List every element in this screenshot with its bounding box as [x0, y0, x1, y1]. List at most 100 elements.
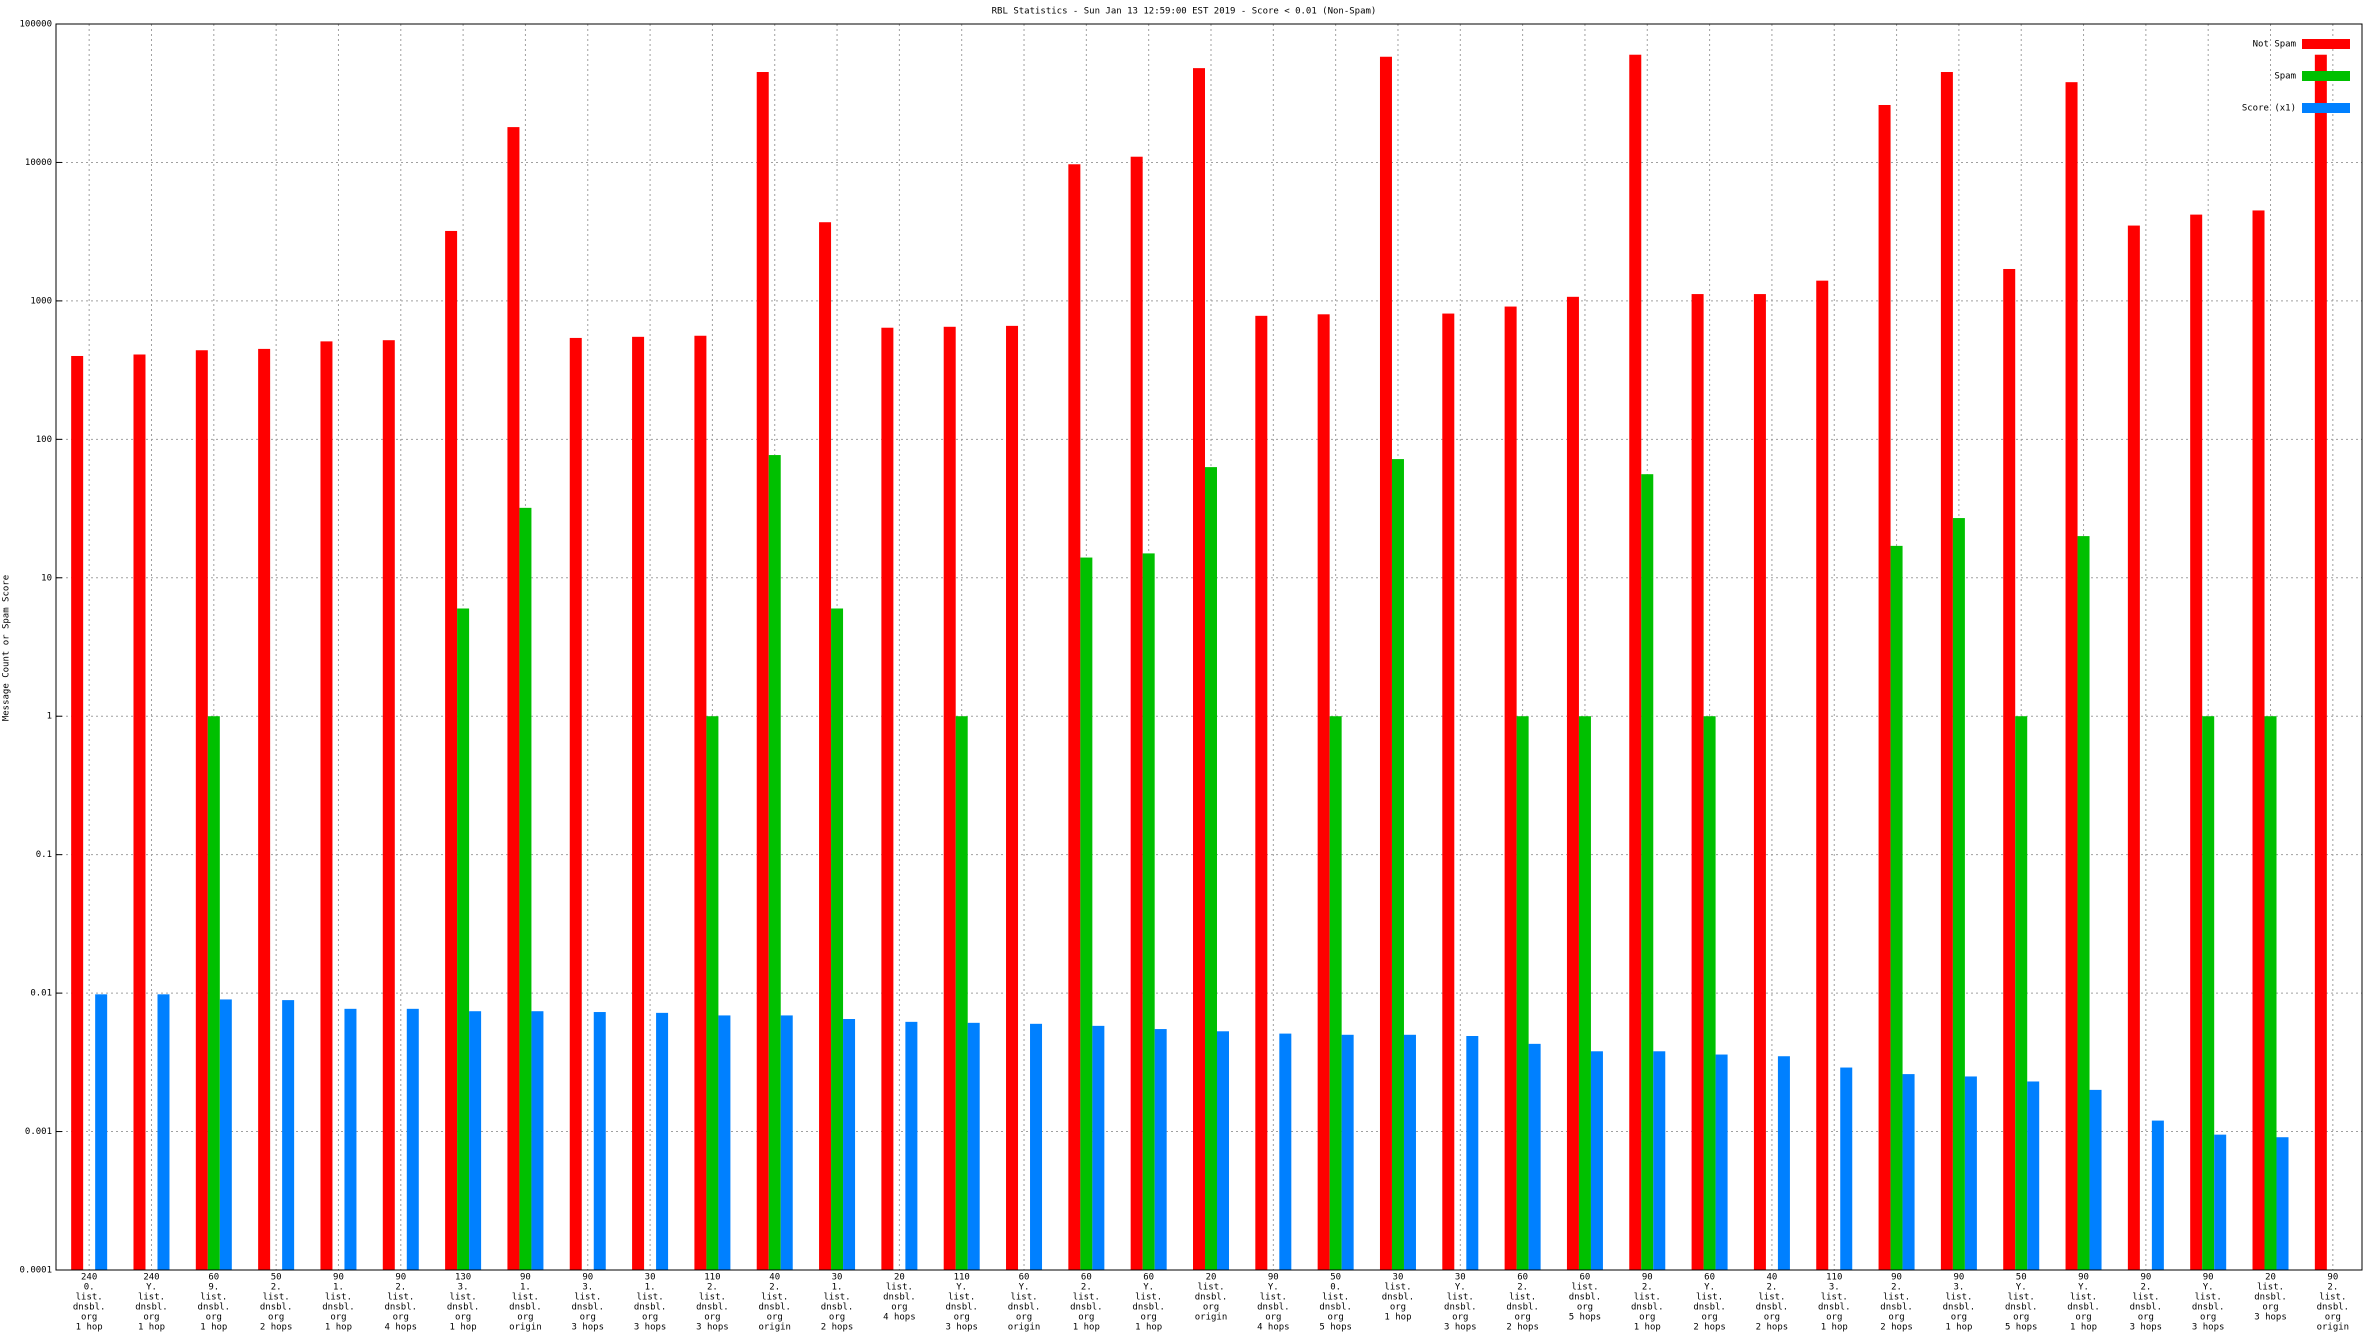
- x-tick-label: list.: [1197, 1283, 1224, 1293]
- x-tick-label: list.: [138, 1293, 165, 1303]
- x-tick-label: 9.: [208, 1283, 219, 1293]
- x-tick-label: 30: [1393, 1273, 1404, 1283]
- x-tick-label: Y.: [2203, 1283, 2214, 1293]
- x-tick-label: 50: [2016, 1273, 2027, 1283]
- x-tick-label: list.: [1883, 1293, 1910, 1303]
- bar: [1255, 315, 1268, 1271]
- bar: [2027, 1081, 2040, 1270]
- x-tick-label: 2 hops: [260, 1323, 293, 1332]
- x-tick-label: 240: [143, 1273, 159, 1283]
- x-tick-label: dnsbl.: [1195, 1293, 1228, 1303]
- x-tick-label: 1.: [832, 1283, 843, 1293]
- x-tick-label: list.: [387, 1293, 414, 1303]
- y-tick-label: 0.01: [30, 989, 52, 999]
- x-tick-label: 60: [1081, 1273, 1092, 1283]
- x-tick-label: origin: [1195, 1313, 1228, 1323]
- bar: [1391, 459, 1404, 1271]
- plot-frame: [55, 23, 2363, 1271]
- x-tick-label: list.: [1010, 1293, 1037, 1303]
- x-tick-label: Y.: [1268, 1283, 1279, 1293]
- x-tick-label: origin: [1008, 1323, 1041, 1332]
- x-tick-label: org: [2262, 1303, 2278, 1313]
- x-tick-label: Y.: [146, 1283, 157, 1293]
- x-tick-label: org: [580, 1313, 596, 1323]
- x-tick-label: 1 hop: [138, 1323, 165, 1332]
- bar: [382, 340, 395, 1270]
- x-tick-label: 2 hops: [1756, 1323, 1789, 1332]
- bar: [1890, 545, 1903, 1270]
- bar: [819, 222, 832, 1271]
- x-tick-label: list.: [512, 1293, 539, 1303]
- x-tick-label: 90: [1642, 1273, 1653, 1283]
- bar: [780, 1015, 793, 1270]
- bar: [2015, 716, 2028, 1270]
- x-tick-label: list.: [1571, 1283, 1598, 1293]
- x-tick-label: org: [517, 1313, 533, 1323]
- x-tick-label: dnsbl.: [2254, 1293, 2287, 1303]
- x-tick-label: list.: [886, 1283, 913, 1293]
- bar: [1142, 553, 1155, 1270]
- x-tick-label: org: [829, 1313, 845, 1323]
- x-tick-label: list.: [1447, 1293, 1474, 1303]
- y-tick-label: 100000: [19, 20, 52, 30]
- y-tick-label: 0.001: [25, 1127, 52, 1137]
- x-tick-label: dnsbl.: [821, 1303, 854, 1313]
- x-tick-label: 2 hops: [1693, 1323, 1726, 1332]
- x-tick-label: org: [1888, 1313, 1904, 1323]
- bar: [1528, 1043, 1541, 1270]
- x-tick-label: org: [891, 1303, 907, 1313]
- bar: [320, 341, 333, 1271]
- y-tick-label: 100: [36, 435, 52, 445]
- x-tick-label: Y.: [1143, 1283, 1154, 1293]
- x-tick-label: dnsbl.: [1569, 1293, 1602, 1303]
- x-tick-label: Y.: [956, 1283, 967, 1293]
- bar: [656, 1012, 669, 1270]
- x-tick-label: dnsbl.: [2130, 1303, 2163, 1313]
- x-tick-label: dnsbl.: [1257, 1303, 1290, 1313]
- bar: [258, 348, 271, 1271]
- x-tick-label: 2.: [1891, 1283, 1902, 1293]
- x-tick-label: list.: [1696, 1293, 1723, 1303]
- bar: [71, 355, 84, 1271]
- x-tick-label: dnsbl.: [1382, 1293, 1415, 1303]
- x-tick-label: origin: [758, 1323, 791, 1332]
- bar: [1516, 716, 1529, 1270]
- bar: [632, 336, 645, 1270]
- x-tick-label: 60: [1704, 1273, 1715, 1283]
- x-tick-label: 2.: [395, 1283, 406, 1293]
- x-tick-label: org: [143, 1313, 159, 1323]
- x-tick-label: 90: [1891, 1273, 1902, 1283]
- y-tick-label: 10000: [25, 158, 52, 168]
- x-tick-label: 1 hop: [1384, 1313, 1411, 1323]
- x-tick-label: 3.: [458, 1283, 469, 1293]
- y-tick-label: 10: [41, 573, 52, 583]
- x-tick-label: org: [393, 1313, 409, 1323]
- x-tick-label: dnsbl.: [135, 1303, 168, 1313]
- x-tick-label: 1.: [645, 1283, 656, 1293]
- x-tick-label: 3 hops: [1444, 1323, 1477, 1332]
- x-tick-label: 1 hop: [2070, 1323, 2097, 1332]
- x-tick-label: 1 hop: [450, 1323, 477, 1332]
- bar: [843, 1019, 856, 1270]
- x-tick-label: 2.: [1081, 1283, 1092, 1293]
- x-tick-label: org: [1141, 1313, 1157, 1323]
- bar: [2214, 1134, 2227, 1270]
- x-tick-label: dnsbl.: [1818, 1303, 1851, 1313]
- bar: [219, 999, 232, 1270]
- x-tick-label: 1 hop: [1073, 1323, 1100, 1332]
- bar: [1205, 467, 1217, 1270]
- x-tick-label: 3 hops: [571, 1323, 604, 1332]
- x-tick-label: dnsbl.: [1631, 1303, 1664, 1313]
- bar: [831, 608, 844, 1270]
- x-tick-label: org: [1265, 1313, 1281, 1323]
- x-tick-label: 60: [1019, 1273, 1030, 1283]
- x-tick-label: 130: [455, 1273, 471, 1283]
- x-tick-label: org: [455, 1313, 471, 1323]
- bar: [1566, 296, 1579, 1270]
- bar: [531, 1011, 544, 1270]
- bar: [905, 1021, 918, 1270]
- x-tick-label: 50: [271, 1273, 282, 1283]
- bar: [469, 1011, 482, 1270]
- bar: [1578, 716, 1591, 1270]
